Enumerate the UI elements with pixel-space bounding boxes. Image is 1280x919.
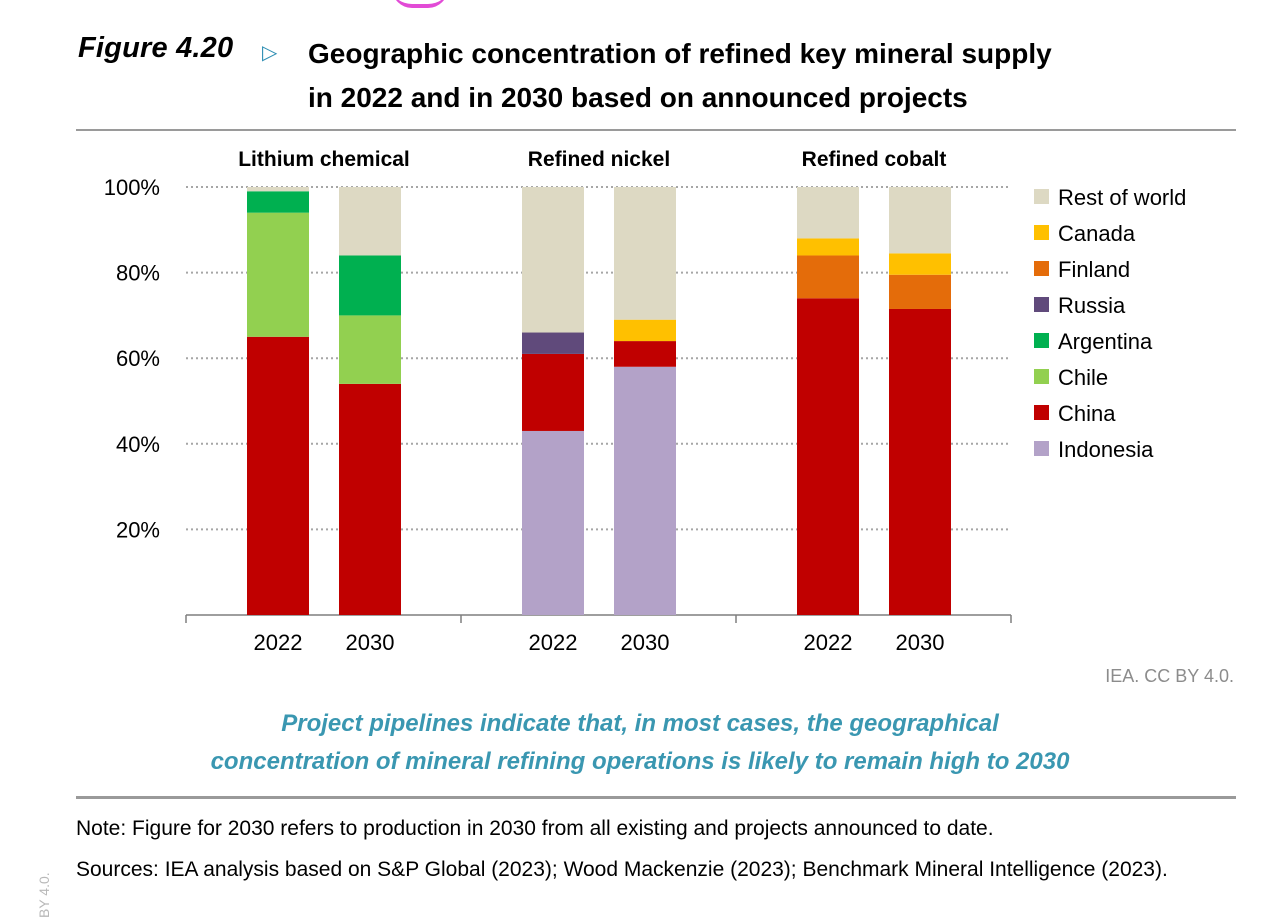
bar-segment-china — [614, 341, 676, 367]
legend-label: Argentina — [1058, 329, 1153, 354]
bar-segment-canada — [889, 253, 951, 275]
y-tick-label: 20% — [116, 517, 160, 542]
legend-swatch — [1034, 441, 1049, 456]
bar-segment-chile — [247, 212, 309, 337]
bar-segment-canada — [797, 238, 859, 256]
legend-swatch — [1034, 333, 1049, 348]
decorative-arc — [392, 0, 448, 8]
y-tick-label: 60% — [116, 346, 160, 371]
triangle-arrow-icon: ▷ — [262, 42, 278, 64]
legend-label: Chile — [1058, 365, 1108, 390]
bar-segment-rest-of-world — [339, 187, 401, 256]
bar-segment-indonesia — [522, 430, 584, 615]
bar-segment-china — [247, 336, 309, 615]
bar-segment-argentina — [339, 255, 401, 316]
credit-label: IEA. CC BY 4.0. — [1105, 666, 1234, 686]
bar-segment-argentina — [247, 191, 309, 213]
bar-segment-rest-of-world — [889, 187, 951, 254]
legend-swatch — [1034, 225, 1049, 240]
x-tick-label: 2030 — [346, 630, 395, 655]
bar-segment-china — [797, 298, 859, 615]
x-tick-label: 2022 — [804, 630, 853, 655]
chart-takeaway: Project pipelines indicate that, in most… — [140, 705, 1140, 781]
bar-segment-russia — [522, 332, 584, 354]
bar-segment-finland — [889, 274, 951, 309]
bar-segment-finland — [797, 255, 859, 299]
bar-segment-rest-of-world — [247, 187, 309, 192]
legend-swatch — [1034, 261, 1049, 276]
legend-swatch — [1034, 297, 1049, 312]
group-title: Lithium chemical — [238, 148, 410, 171]
figure-title-line2: in 2022 and in 2030 based on announced p… — [308, 82, 968, 113]
side-watermark: BY 4.0. — [36, 872, 52, 918]
bottom-rule — [76, 796, 1236, 799]
legend-label: China — [1058, 401, 1116, 426]
takeaway-line1: Project pipelines indicate that, in most… — [281, 710, 999, 737]
legend-label: Indonesia — [1058, 437, 1154, 462]
chart-area: 20% 40% 60% 80% 100% Lithium chemical 2022 2030… — [104, 148, 1187, 655]
figure-title: Geographic concentration of refined key … — [308, 32, 1208, 120]
note-text: Note: Figure for 2030 refers to producti… — [76, 817, 994, 840]
group-title: Refined cobalt — [802, 148, 947, 171]
legend-label: Canada — [1058, 221, 1136, 246]
legend-label: Russia — [1058, 293, 1126, 318]
figure-header: Figure 4.20 ▷ Geographic concentration o… — [78, 30, 1238, 120]
legend-swatch — [1034, 405, 1049, 420]
y-tick-label: 40% — [116, 432, 160, 457]
bar-segment-rest-of-world — [797, 187, 859, 239]
bar-segment-rest-of-world — [522, 187, 584, 333]
top-rule — [76, 129, 1236, 131]
x-tick-label: 2030 — [621, 630, 670, 655]
legend-swatch — [1034, 189, 1049, 204]
bar-segment-indonesia — [614, 366, 676, 615]
x-tick-label: 2030 — [896, 630, 945, 655]
legend-swatch — [1034, 369, 1049, 384]
bar-segment-china — [339, 383, 401, 615]
bar-segment-canada — [614, 319, 676, 342]
y-tick-label: 100% — [104, 175, 160, 200]
bar-segment-china — [889, 308, 951, 615]
y-tick-label: 80% — [116, 261, 160, 286]
bar-segment-china — [522, 353, 584, 431]
group-title: Refined nickel — [528, 148, 670, 171]
bar-segment-chile — [339, 315, 401, 384]
legend-label: Rest of world — [1058, 185, 1186, 210]
takeaway-line2: concentration of mineral refining operat… — [210, 748, 1070, 775]
figure-title-line1: Geographic concentration of refined key … — [308, 38, 1052, 69]
bar-segment-rest-of-world — [614, 187, 676, 320]
x-tick-label: 2022 — [529, 630, 578, 655]
legend-label: Finland — [1058, 257, 1130, 282]
sources-text: Sources: IEA analysis based on S&P Globa… — [76, 858, 1168, 881]
figure-number: Figure 4.20 — [78, 32, 234, 64]
x-tick-label: 2022 — [254, 630, 303, 655]
